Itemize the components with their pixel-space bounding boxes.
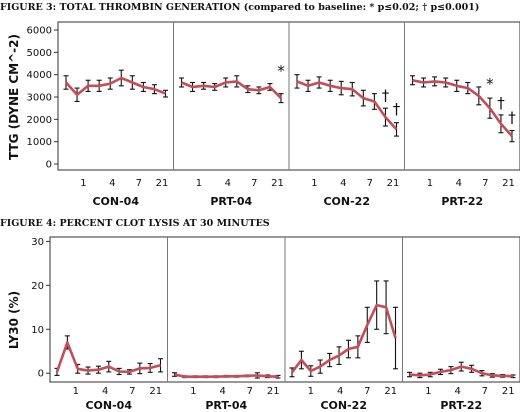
- x-tick-label: 7: [129, 386, 135, 397]
- series-line-prt-22: [412, 79, 513, 137]
- x-tick-label: 7: [367, 178, 373, 189]
- series-line-prt-04: [181, 80, 282, 100]
- figure-4-panel-con-22: 1 4 7 21 CON-22: [284, 237, 398, 412]
- error-bar: [410, 75, 415, 86]
- error-bar: [289, 367, 295, 378]
- x-tick-label: 21: [149, 386, 162, 397]
- x-tick-label: 21: [502, 178, 515, 189]
- x-tick-label: 1: [425, 386, 431, 397]
- figure-3-title: FIGURE 3: TOTAL THROMBIN GENERATION (com…: [0, 2, 479, 13]
- x-tick-label: 21: [271, 178, 284, 189]
- x-tick-label: 21: [156, 178, 169, 189]
- panel-label: CON-04: [92, 195, 139, 208]
- figure-3-panel-prt-04: * 1 4 7 21 PRT-04: [173, 22, 285, 208]
- figure-4-y-axis-label: LY30 (%): [7, 291, 21, 349]
- figure-3-y-axis-label: TTG (DYNE CM^-2): [7, 34, 21, 160]
- x-tick-label: 7: [251, 178, 257, 189]
- figure-3-y-ticks: 0 1000 2000 3000 4000 5000 6000: [27, 26, 58, 171]
- significance-marker: *: [486, 75, 494, 93]
- figure-3-y-tick-label: 1000: [27, 137, 52, 148]
- series-line-prt-22: [409, 365, 514, 378]
- series-line-con-22: [290, 303, 397, 374]
- series-line-con-04: [55, 341, 161, 374]
- error-bar: [179, 77, 184, 88]
- series-line-prt-04: [174, 373, 279, 378]
- panel-label: PRT-22: [441, 195, 483, 208]
- figure-3-y-tick-label: 4000: [27, 70, 52, 81]
- x-tick-label: 4: [109, 178, 115, 189]
- x-tick-label: 1: [80, 178, 86, 189]
- error-bar: [278, 93, 284, 104]
- significance-marker: †: [382, 86, 390, 104]
- x-tick-label: 1: [190, 386, 196, 397]
- x-tick-label: 4: [456, 178, 462, 189]
- x-tick-label: 7: [364, 386, 370, 397]
- error-bar: [163, 89, 168, 98]
- figure-4-y-ticks: 0 10 20 30: [31, 237, 50, 380]
- x-tick-label: 21: [387, 178, 400, 189]
- figure-4-y-tick-label: 0: [38, 369, 44, 380]
- figure-4-panel-con-04: 1 4 7 21 CON-04: [54, 335, 163, 412]
- x-tick-label: 1: [427, 178, 433, 189]
- x-tick-label: 21: [384, 386, 397, 397]
- error-bar: [294, 74, 300, 89]
- x-tick-label: 4: [455, 386, 461, 397]
- panel-label: CON-04: [85, 399, 132, 412]
- error-bar: [63, 75, 69, 90]
- figure-3-y-tick-label: 0: [46, 160, 52, 171]
- figure-3: FIGURE 3: TOTAL THROMBIN GENERATION (com…: [0, 2, 520, 208]
- figure-4-panels: 1 4 7 21 CON-04 1 4 7 21 PRT-04 1 4 7 21 CON-22 1 4 7 21 PR…: [54, 237, 516, 412]
- figure-3-y-tick-label: 3000: [27, 93, 52, 104]
- figure-3-y-tick-label: 5000: [27, 48, 52, 59]
- panel-label: CON-22: [320, 399, 367, 412]
- significance-marker: †: [393, 100, 401, 118]
- figure-3-panel-con-22: †† 1 4 7 21 CON-22: [288, 22, 401, 208]
- x-tick-label: 1: [73, 386, 79, 397]
- x-tick-label: 7: [482, 178, 488, 189]
- x-tick-label: 7: [247, 386, 253, 397]
- figure-3-y-tick-label: 2000: [27, 115, 52, 126]
- series-line-con-04: [65, 76, 166, 97]
- x-tick-label: 1: [196, 178, 202, 189]
- x-tick-label: 21: [267, 386, 280, 397]
- panel-label: CON-22: [323, 195, 370, 208]
- figure-4-y-tick-label: 20: [31, 281, 44, 292]
- x-tick-label: 7: [136, 178, 142, 189]
- significance-marker: *: [277, 62, 285, 80]
- x-tick-label: 1: [308, 386, 314, 397]
- panel-label: PRT-04: [205, 399, 247, 412]
- panel-label: PRT-04: [210, 195, 252, 208]
- x-tick-label: 4: [340, 178, 346, 189]
- x-tick-label: 4: [337, 386, 343, 397]
- figure-4-y-tick-label: 30: [31, 237, 44, 248]
- x-tick-label: 4: [225, 178, 231, 189]
- figure-3-panel-con-04: 1 4 7 21 CON-04: [63, 69, 169, 208]
- figure-4-title: FIGURE 4: PERCENT CLOT LYSIS AT 30 MINUT…: [0, 218, 270, 229]
- x-tick-label: 7: [482, 386, 488, 397]
- panel-label: PRT-22: [440, 399, 482, 412]
- figure-4-panel-prt-04: 1 4 7 21 PRT-04: [167, 237, 281, 412]
- significance-marker: †: [497, 94, 505, 112]
- figure-3-y-tick-label: 6000: [27, 26, 52, 37]
- figure-4-panel-prt-22: 1 4 7 21 PRT-22: [402, 237, 516, 412]
- figure-4-y-tick-label: 10: [31, 325, 44, 336]
- x-tick-label: 21: [502, 386, 515, 397]
- x-tick-label: 4: [102, 386, 108, 397]
- significance-marker: †: [508, 109, 516, 127]
- x-tick-label: 1: [311, 178, 317, 189]
- series-line-con-22: [296, 80, 398, 131]
- figure-4: FIGURE 4: PERCENT CLOT LYSIS AT 30 MINUT…: [0, 218, 520, 412]
- x-tick-label: 4: [220, 386, 226, 397]
